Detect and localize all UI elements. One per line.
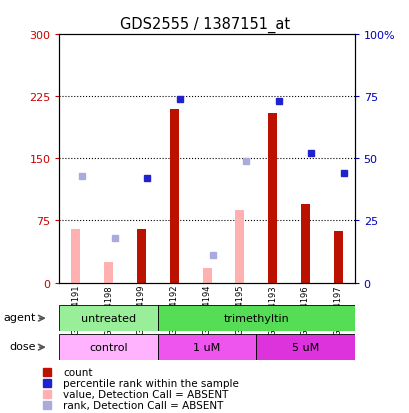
- Text: GDS2555 / 1387151_at: GDS2555 / 1387151_at: [120, 17, 289, 33]
- Text: count: count: [63, 367, 92, 377]
- Text: rank, Detection Call = ABSENT: rank, Detection Call = ABSENT: [63, 399, 223, 410]
- Bar: [104, 262, 113, 283]
- Bar: [235, 210, 244, 283]
- Text: dose: dose: [9, 341, 36, 351]
- Bar: [137, 229, 146, 283]
- Text: trimethyltin: trimethyltin: [223, 313, 288, 323]
- Text: control: control: [89, 342, 128, 352]
- Text: percentile rank within the sample: percentile rank within the sample: [63, 378, 238, 388]
- Text: 5 uM: 5 uM: [291, 342, 318, 352]
- Bar: [71, 229, 80, 283]
- Text: agent: agent: [3, 312, 36, 322]
- Bar: [256, 335, 354, 360]
- Bar: [59, 335, 157, 360]
- Bar: [202, 268, 211, 283]
- Bar: [300, 204, 309, 283]
- Bar: [333, 232, 342, 283]
- Bar: [157, 335, 256, 360]
- Bar: [59, 306, 157, 331]
- Bar: [267, 114, 276, 283]
- Bar: [157, 306, 354, 331]
- Text: value, Detection Call = ABSENT: value, Detection Call = ABSENT: [63, 389, 228, 399]
- Bar: [169, 109, 178, 283]
- Text: untreated: untreated: [81, 313, 136, 323]
- Text: 1 uM: 1 uM: [193, 342, 220, 352]
